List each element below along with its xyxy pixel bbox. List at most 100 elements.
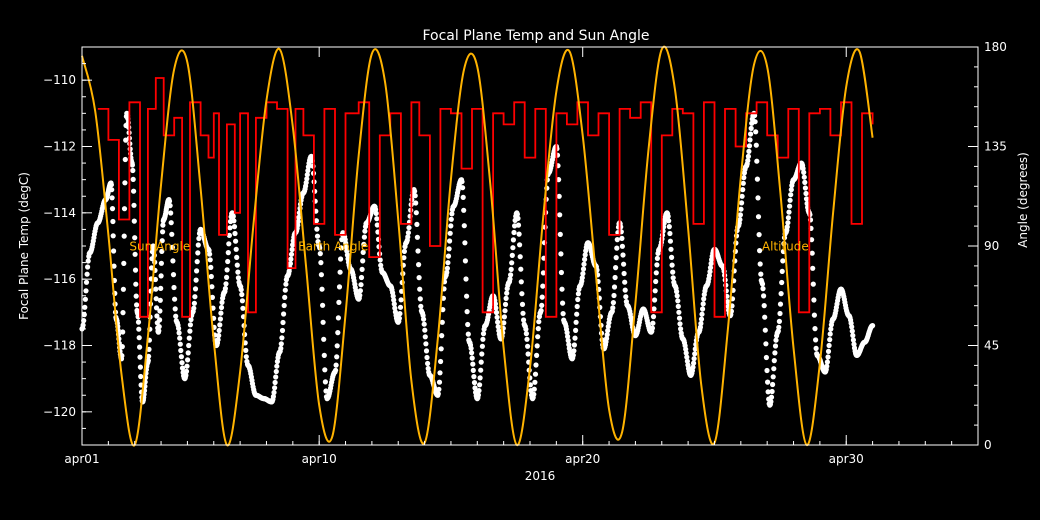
temp-point (157, 297, 163, 303)
temp-point (762, 327, 768, 333)
temp-point (231, 224, 238, 230)
temp-point (768, 399, 774, 405)
temp-point (120, 329, 126, 335)
series-label: Sun Angle (129, 239, 190, 253)
temp-point (531, 391, 537, 397)
temp-point (82, 304, 88, 310)
temp-point (558, 251, 564, 257)
x-tick-label: apr10 (302, 452, 337, 466)
temp-point (282, 294, 288, 300)
temp-point (605, 328, 611, 334)
temp-point (230, 213, 236, 219)
temp-point (401, 255, 407, 261)
temp-point (509, 260, 515, 266)
temp-point (580, 266, 587, 272)
temp-point (412, 193, 418, 199)
temp-point (769, 388, 775, 395)
temp-point (321, 352, 327, 358)
temp-point (121, 206, 128, 212)
temp-point (675, 303, 681, 309)
y-tick-label: −112 (43, 140, 76, 154)
temp-point (540, 283, 546, 289)
temp-point (780, 258, 786, 264)
temp-point (240, 305, 246, 311)
temp-point (508, 272, 514, 278)
temp-point (397, 311, 403, 317)
temp-point (827, 331, 833, 337)
temp-point (519, 291, 525, 297)
temp-point (771, 366, 777, 372)
temp-point (684, 358, 691, 364)
temp-point (333, 367, 339, 373)
temp-point (748, 131, 754, 137)
temp-point (153, 305, 160, 311)
temp-point (317, 251, 323, 257)
temp-point (475, 392, 481, 398)
temp-point (650, 314, 657, 320)
temp-point (654, 255, 661, 261)
temp-point (390, 293, 396, 299)
temp-point (759, 281, 766, 287)
temp-point (231, 218, 237, 224)
temp-point (304, 176, 310, 182)
temp-point (669, 262, 675, 268)
temp-point (784, 224, 790, 230)
temp-point (178, 354, 184, 360)
temp-point (666, 218, 672, 224)
temp-point (788, 187, 794, 193)
temp-point (813, 337, 819, 343)
temp-point (274, 358, 280, 365)
temp-point (282, 287, 288, 293)
temp-point (622, 279, 628, 285)
temp-point (493, 309, 500, 316)
temp-point (517, 254, 523, 260)
temp-point (217, 316, 223, 322)
temp-point (470, 367, 476, 373)
temp-point (425, 360, 431, 367)
temp-point (621, 270, 627, 277)
temp-point (445, 260, 451, 266)
temp-point (360, 258, 366, 264)
temp-point (172, 306, 178, 312)
y2-tick-label: 45 (984, 339, 999, 353)
temp-point (785, 220, 791, 226)
temp-point (560, 311, 566, 317)
temp-point (762, 314, 768, 320)
temp-point (414, 221, 420, 227)
temp-point (109, 195, 115, 201)
temp-point (225, 258, 231, 265)
temp-point (667, 238, 674, 244)
temp-point (667, 230, 673, 237)
temp-point (120, 310, 126, 316)
temp-point (305, 168, 311, 174)
temp-point (611, 292, 617, 299)
temp-point (666, 224, 672, 230)
temp-point (191, 300, 197, 306)
temp-point (270, 393, 276, 400)
temp-point (289, 246, 295, 253)
temp-point (501, 320, 507, 326)
temp-point (336, 284, 343, 290)
temp-point (788, 192, 794, 198)
temp-point (508, 266, 514, 272)
temp-point (132, 267, 139, 273)
temp-point (699, 311, 705, 317)
temp-point (851, 341, 857, 347)
temp-point (160, 229, 166, 235)
temp-point (122, 156, 128, 163)
temp-point (464, 309, 470, 315)
temp-point (756, 232, 762, 238)
temp-point (464, 293, 470, 299)
temp-point (186, 342, 192, 349)
temp-point (610, 305, 616, 311)
temp-point (811, 312, 818, 318)
temp-point (207, 257, 213, 263)
temp-point (413, 200, 419, 206)
temp-point (758, 271, 764, 277)
temp-point (738, 206, 744, 212)
temp-point (692, 351, 698, 357)
temp-point (335, 315, 341, 321)
temp-point (764, 367, 770, 374)
temp-point (650, 320, 656, 326)
temp-point (177, 341, 183, 347)
